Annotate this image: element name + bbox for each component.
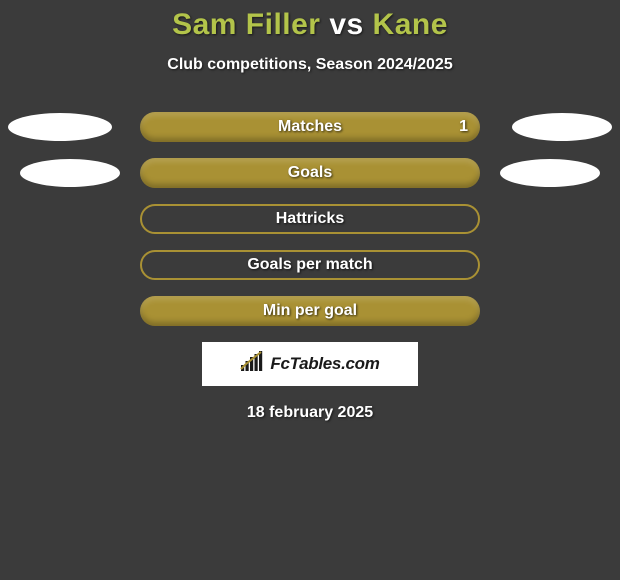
stat-row-hattricks: Hattricks: [0, 204, 620, 234]
stat-label: Hattricks: [142, 206, 478, 232]
brand-bars-icon: [240, 351, 266, 378]
stat-label: Min per goal: [140, 296, 480, 326]
stat-label: Matches: [140, 112, 480, 142]
brand-text: FcTables.com: [270, 354, 379, 374]
stat-row-matches: Matches 1: [0, 112, 620, 142]
stat-bar: Goals: [140, 158, 480, 188]
stat-bar: Matches 1: [140, 112, 480, 142]
subtitle: Club competitions, Season 2024/2025: [0, 56, 620, 74]
vs-label: vs: [329, 8, 363, 41]
right-ellipse: [500, 159, 600, 187]
stat-label: Goals: [140, 158, 480, 188]
footer-date: 18 february 2025: [0, 404, 620, 422]
stat-rows: Matches 1 Goals Hattricks Goals per matc…: [0, 112, 620, 326]
left-ellipse: [8, 113, 112, 141]
right-ellipse: [512, 113, 612, 141]
comparison-card: Sam Filler vs Kane Club competitions, Se…: [0, 0, 620, 422]
stat-bar: Min per goal: [140, 296, 480, 326]
left-ellipse: [20, 159, 120, 187]
page-title: Sam Filler vs Kane: [0, 8, 620, 42]
stat-label: Goals per match: [142, 252, 478, 278]
stat-row-goals: Goals: [0, 158, 620, 188]
stat-row-min-per-goal: Min per goal: [0, 296, 620, 326]
brand-inner: FcTables.com: [240, 351, 379, 378]
brand-box: FcTables.com: [202, 342, 418, 386]
stat-value-right: 1: [459, 112, 468, 142]
player2-name: Kane: [373, 8, 448, 41]
player1-name: Sam Filler: [172, 8, 320, 41]
stat-bar: Goals per match: [140, 250, 480, 280]
stat-bar: Hattricks: [140, 204, 480, 234]
stat-row-goals-per-match: Goals per match: [0, 250, 620, 280]
